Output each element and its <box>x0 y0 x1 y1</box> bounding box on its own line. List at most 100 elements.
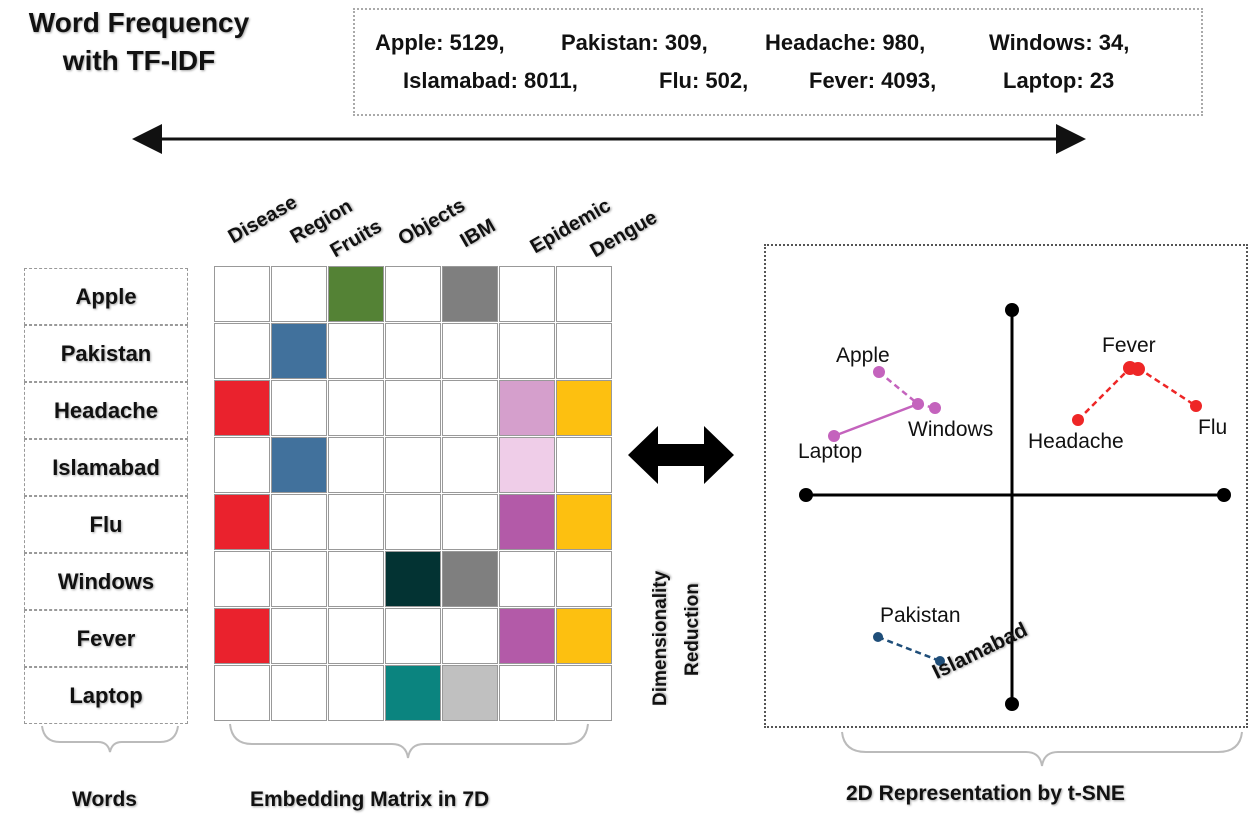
matrix-cell-pakistan-ibm <box>442 323 498 379</box>
word-headache: Headache <box>24 382 188 439</box>
matrix-cell-pakistan-fruits <box>328 323 384 379</box>
matrix-cell-flu-objects <box>385 494 441 550</box>
matrix-cell-flu-epidemic <box>499 494 555 550</box>
x-axis-left-end <box>799 488 813 502</box>
word-apple: Apple <box>24 268 188 325</box>
dim-red-line2: Reduction <box>682 583 703 676</box>
matrix-cell-windows-region <box>271 551 327 607</box>
matrix-cell-pakistan-dengue <box>556 323 612 379</box>
label-fever: Fever <box>1102 334 1156 357</box>
matrix-cell-fever-objects <box>385 608 441 664</box>
matrix-cell-windows-objects <box>385 551 441 607</box>
matrix-cell-flu-region <box>271 494 327 550</box>
point-headache <box>1072 414 1084 426</box>
x-axis-right-end <box>1217 488 1231 502</box>
matrix-cell-windows-disease <box>214 551 270 607</box>
frequency-arrow <box>132 124 1086 154</box>
frequency-box: Apple: 5129, Pakistan: 309, Headache: 98… <box>353 8 1203 116</box>
matrix-cell-windows-ibm <box>442 551 498 607</box>
word-flu: Flu <box>24 496 188 553</box>
headache-fever-link <box>1077 367 1131 421</box>
label-embedding-matrix: Embedding Matrix in 7D <box>250 788 490 811</box>
matrix-cell-islamabad-disease <box>214 437 270 493</box>
label-words: Words <box>72 788 137 811</box>
dim-red-line1: Dimensionality <box>650 570 671 706</box>
label-headache: Headache <box>1028 430 1124 453</box>
reduction-arrow <box>628 426 734 484</box>
matrix-cell-laptop-epidemic <box>499 665 555 721</box>
matrix-cell-headache-objects <box>385 380 441 436</box>
matrix-cell-islamabad-ibm <box>442 437 498 493</box>
fever-flu-link <box>1137 366 1197 408</box>
dim-objects: Objects <box>394 194 470 251</box>
label-apple: Apple <box>836 344 890 367</box>
matrix-cell-headache-epidemic <box>499 380 555 436</box>
embedding-matrix <box>214 266 616 724</box>
label-flu: Flu <box>1198 416 1228 439</box>
word-pakistan: Pakistan <box>24 325 188 382</box>
freq-headache: Headache: 980, <box>765 30 926 55</box>
matrix-cell-flu-dengue <box>556 494 612 550</box>
matrix-brace <box>229 723 589 759</box>
point-fever-b <box>1131 362 1145 376</box>
dim-ibm: IBM <box>456 214 500 253</box>
matrix-cell-islamabad-fruits <box>328 437 384 493</box>
matrix-cell-headache-fruits <box>328 380 384 436</box>
matrix-cell-islamabad-objects <box>385 437 441 493</box>
matrix-cell-apple-objects <box>385 266 441 322</box>
matrix-cell-flu-disease <box>214 494 270 550</box>
tsne-brace <box>841 731 1243 767</box>
point-windows-b <box>929 402 941 414</box>
dim-disease: Disease <box>224 191 301 249</box>
freq-fever: Fever: 4093, <box>809 68 937 93</box>
matrix-cell-laptop-region <box>271 665 327 721</box>
pakistan-islamabad-link <box>877 635 941 663</box>
freq-islamabad: Islamabad: 8011, <box>403 68 578 93</box>
words-brace <box>41 725 179 753</box>
tsne-plot <box>764 244 1248 728</box>
word-fever: Fever <box>24 610 188 667</box>
matrix-cell-laptop-dengue <box>556 665 612 721</box>
matrix-cell-headache-dengue <box>556 380 612 436</box>
label-windows: Windows <box>908 418 994 441</box>
matrix-cell-laptop-objects <box>385 665 441 721</box>
matrix-cell-fever-disease <box>214 608 270 664</box>
freq-flu: Flu: 502, <box>659 68 749 93</box>
matrix-cell-windows-epidemic <box>499 551 555 607</box>
label-laptop: Laptop <box>798 440 863 463</box>
matrix-cell-windows-dengue <box>556 551 612 607</box>
point-pakistan <box>873 632 883 642</box>
matrix-cell-windows-fruits <box>328 551 384 607</box>
matrix-cell-pakistan-objects <box>385 323 441 379</box>
matrix-cell-pakistan-epidemic <box>499 323 555 379</box>
matrix-cell-fever-fruits <box>328 608 384 664</box>
laptop-windows-link <box>833 402 919 438</box>
y-axis-bottom-end <box>1005 697 1019 711</box>
freq-pakistan: Pakistan: 309, <box>561 30 708 55</box>
matrix-cell-laptop-disease <box>214 665 270 721</box>
matrix-cell-apple-region <box>271 266 327 322</box>
freq-windows: Windows: 34, <box>989 30 1130 55</box>
point-laptop <box>828 430 840 442</box>
matrix-cell-fever-region <box>271 608 327 664</box>
matrix-cell-flu-fruits <box>328 494 384 550</box>
matrix-cell-islamabad-epidemic <box>499 437 555 493</box>
matrix-cell-islamabad-region <box>271 437 327 493</box>
matrix-cell-flu-ibm <box>442 494 498 550</box>
label-pakistan: Pakistan <box>880 604 961 627</box>
label-tsne: 2D Representation by t-SNE <box>846 782 1125 805</box>
matrix-cell-fever-ibm <box>442 608 498 664</box>
point-flu <box>1190 400 1202 412</box>
word-islamabad: Islamabad <box>24 439 188 496</box>
matrix-cell-islamabad-dengue <box>556 437 612 493</box>
matrix-cell-fever-dengue <box>556 608 612 664</box>
matrix-cell-pakistan-region <box>271 323 327 379</box>
freq-laptop: Laptop: 23 <box>1003 68 1115 93</box>
word-laptop: Laptop <box>24 667 188 724</box>
diagram-title: Word Frequency with TF-IDF <box>28 7 250 76</box>
matrix-cell-headache-ibm <box>442 380 498 436</box>
matrix-cell-apple-dengue <box>556 266 612 322</box>
tsne-axes <box>799 303 1231 711</box>
matrix-cell-laptop-ibm <box>442 665 498 721</box>
y-axis-top-end <box>1005 303 1019 317</box>
